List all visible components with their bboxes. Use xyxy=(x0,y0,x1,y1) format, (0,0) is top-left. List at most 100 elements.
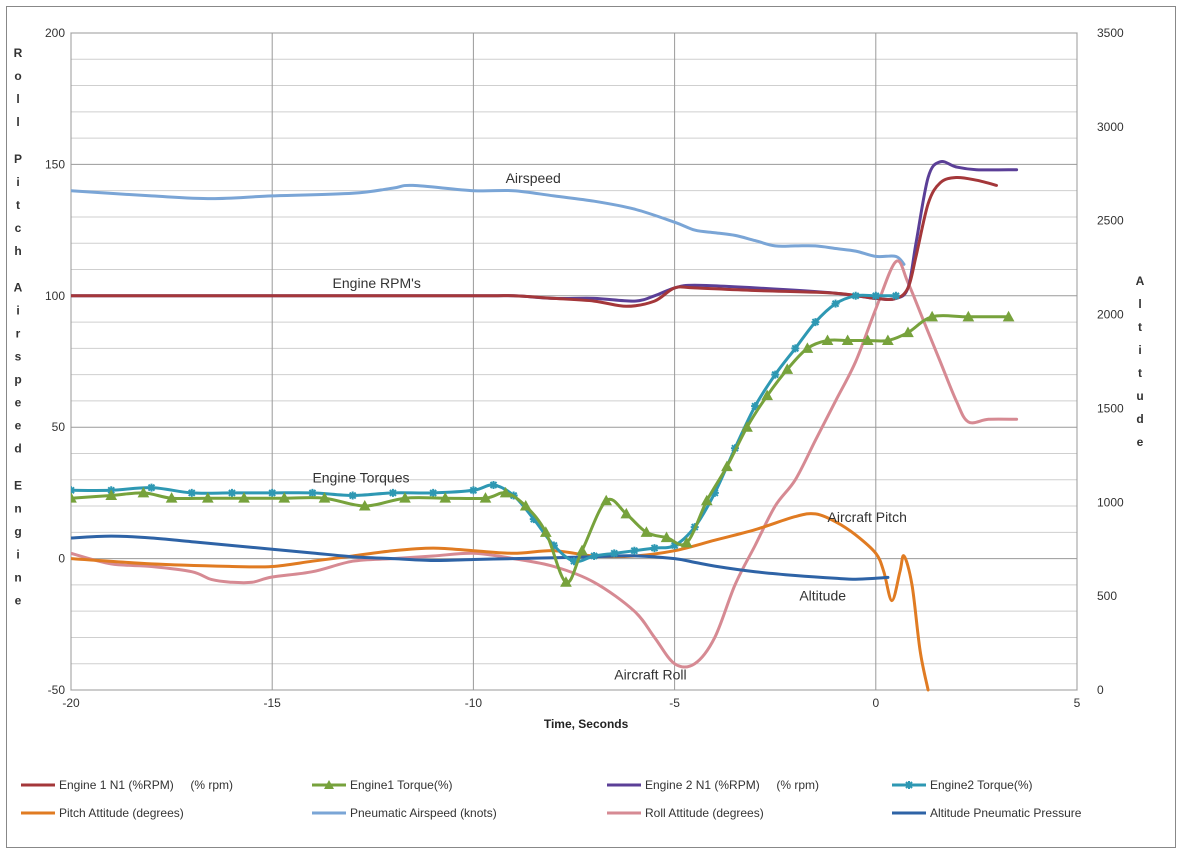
series-line xyxy=(71,175,998,308)
plot-area xyxy=(70,32,1078,691)
data-point-marker xyxy=(165,492,178,503)
data-point-marker xyxy=(560,576,572,587)
y-axis-title-left-letter: g xyxy=(14,524,21,538)
data-point-marker xyxy=(791,344,800,353)
chart-annotation: Altitude xyxy=(799,588,846,604)
y-tick-label-right: 3500 xyxy=(1097,26,1124,40)
data-point-marker xyxy=(660,531,673,543)
data-point-marker xyxy=(469,486,478,495)
data-point-marker xyxy=(801,342,814,353)
x-tick-label: -15 xyxy=(264,696,282,710)
legend-label: Altitude Pneumatic Pressure xyxy=(930,806,1082,820)
data-point-marker xyxy=(620,507,633,519)
legend-item: Engine 1 N1 (%RPM) (% rpm) xyxy=(21,778,233,792)
data-point-marker xyxy=(871,291,880,300)
data-point-marker xyxy=(700,494,713,506)
legend-item: Pneumatic Airspeed (knots) xyxy=(312,806,497,820)
data-point-marker xyxy=(268,488,277,497)
data-point-marker xyxy=(147,483,156,492)
data-point-marker xyxy=(479,492,492,503)
legend-item: Altitude Pneumatic Pressure xyxy=(892,806,1082,820)
series-engine1-torque xyxy=(71,310,1015,587)
data-point-marker xyxy=(549,541,558,550)
data-point-marker xyxy=(670,541,679,550)
y-axis-title-right-letter: l xyxy=(1138,297,1141,311)
legend-item: Engine1 Torque(%) xyxy=(312,778,453,792)
y-axis-title-left-letter: c xyxy=(15,221,22,235)
legend: Engine 1 N1 (%RPM) (% rpm) Engine1 Torque… xyxy=(21,778,1082,820)
data-point-marker xyxy=(499,486,512,498)
data-point-marker xyxy=(358,500,371,511)
y-axis-title-left-letter: d xyxy=(14,442,21,456)
series-pitch-attitude-degrees xyxy=(71,512,930,692)
data-point-marker xyxy=(137,486,150,498)
y-axis-title-left-letter: n xyxy=(14,501,21,515)
y-axis-title-left-letter: e xyxy=(15,396,22,410)
x-tick-label: -20 xyxy=(62,696,80,710)
data-point-marker xyxy=(630,546,639,555)
y-axis-title-left-letter: n xyxy=(14,570,21,584)
data-point-marker xyxy=(650,544,659,553)
data-point-marker xyxy=(439,492,452,503)
data-point-marker xyxy=(761,389,774,401)
y-axis-title-left-letter: r xyxy=(16,327,21,341)
data-point-marker xyxy=(529,515,538,524)
data-point-marker xyxy=(519,500,532,511)
y-axis-title-left-letter: E xyxy=(14,478,22,492)
legend-label: Pitch Attitude (degrees) xyxy=(59,806,184,820)
data-point-marker xyxy=(105,489,118,501)
data-point-marker xyxy=(851,291,860,300)
data-point-marker xyxy=(902,326,914,338)
data-point-marker xyxy=(710,488,719,497)
y-axis-title-right-letter: i xyxy=(1138,343,1141,357)
legend-swatch-marker xyxy=(324,780,334,789)
data-point-marker xyxy=(278,492,291,503)
chart-annotation: Airspeed xyxy=(506,170,561,186)
y-tick-label-left: 100 xyxy=(45,289,65,303)
data-point-marker xyxy=(576,544,588,556)
data-point-marker xyxy=(891,291,900,300)
y-axis-title-left-letter: e xyxy=(15,419,22,433)
data-point-marker xyxy=(680,536,693,548)
gridlines xyxy=(70,32,1078,691)
data-point-marker xyxy=(821,334,834,345)
y-tick-label-left: 150 xyxy=(45,157,65,171)
y-axis-title-right-letter: u xyxy=(1136,389,1143,403)
data-point-marker xyxy=(489,481,498,490)
y-axis-title-left-letter: R xyxy=(14,46,23,60)
x-tick-label: -5 xyxy=(669,696,680,710)
data-point-marker xyxy=(771,370,780,379)
x-tick-label: 0 xyxy=(872,696,879,710)
series-line xyxy=(71,534,890,581)
y-tick-label-right: 1000 xyxy=(1097,495,1124,509)
y-tick-label-right: 2500 xyxy=(1097,214,1124,228)
data-point-marker xyxy=(882,334,894,345)
y-axis-title-left-letter: l xyxy=(16,115,19,129)
legend-label: Roll Attitude (degrees) xyxy=(645,806,764,820)
legend-swatch-marker xyxy=(905,781,913,789)
data-point-marker xyxy=(811,318,820,327)
legend-label: Engine 2 N1 (%RPM) (% rpm) xyxy=(645,778,819,792)
y-axis-title-left-letter: t xyxy=(16,198,20,212)
data-point-marker xyxy=(308,488,317,497)
line-chart: 200150100500-503500300025002000150010005… xyxy=(14,26,1145,820)
y-axis-title-left-letter: A xyxy=(14,281,23,295)
data-point-marker xyxy=(388,488,397,497)
data-point-marker xyxy=(399,492,411,503)
data-point-marker xyxy=(238,492,250,503)
data-point-marker xyxy=(590,551,599,560)
chart-frame: 200 150 100 50 0 -50 3500 3000 2500 2000 1500 1000 5… xyxy=(6,6,1176,848)
data-point-marker xyxy=(318,492,331,503)
y-axis-title-left-letter: i xyxy=(16,547,19,561)
data-point-marker xyxy=(721,460,733,472)
x-tick-label: -10 xyxy=(465,696,483,710)
chart-annotation: Aircraft Roll xyxy=(614,666,686,682)
data-point-marker xyxy=(71,492,77,503)
data-point-marker xyxy=(751,402,760,411)
data-point-marker xyxy=(831,299,840,308)
data-point-marker xyxy=(429,488,438,497)
series-engine-1-n1-rpm-rpm xyxy=(71,175,998,308)
legend-item: Roll Attitude (degrees) xyxy=(607,806,764,820)
y-axis-title-right-letter: A xyxy=(1136,274,1145,288)
y-tick-label-left: 200 xyxy=(45,26,65,40)
